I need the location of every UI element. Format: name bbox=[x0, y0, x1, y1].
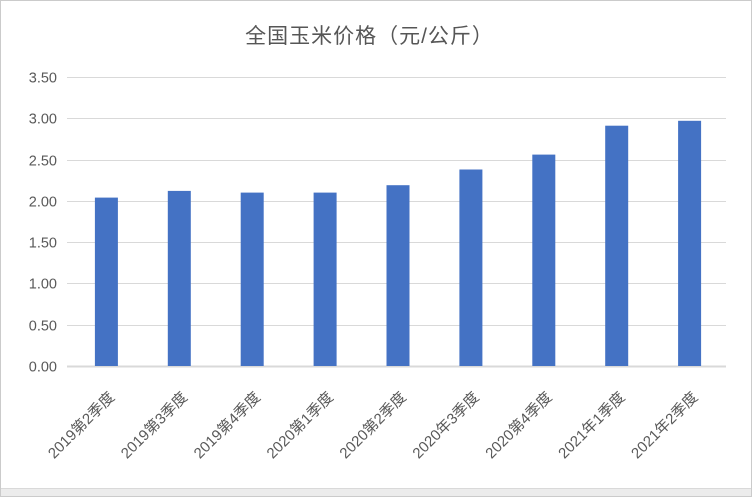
bar bbox=[678, 120, 702, 366]
x-axis-category-label: 2020第1季度 bbox=[263, 388, 337, 462]
x-axis-category-label: 2020第2季度 bbox=[336, 388, 410, 462]
x-axis-category-label: 2021年1季度 bbox=[555, 389, 628, 462]
x-axis-category-label: 2021年2季度 bbox=[628, 389, 701, 462]
y-axis-tick-label: 0.50 bbox=[29, 319, 57, 335]
y-axis-tick-label: 1.00 bbox=[29, 277, 57, 293]
bar bbox=[532, 154, 556, 366]
y-axis-tick-label: 2.00 bbox=[29, 195, 57, 211]
x-axis-category-label: 2020第4季度 bbox=[482, 388, 556, 462]
bar bbox=[313, 192, 337, 366]
page-background-strip bbox=[1, 488, 751, 496]
y-axis-tick-label: 2.50 bbox=[29, 154, 57, 170]
x-axis-category-label: 2019第3季度 bbox=[117, 388, 191, 462]
chart-title: 全国玉米价格（元/公斤） bbox=[245, 25, 494, 48]
y-axis-tick-label: 3.50 bbox=[29, 71, 57, 87]
bar bbox=[167, 190, 191, 366]
x-axis-category-label: 2019第4季度 bbox=[190, 388, 264, 462]
x-axis-category-label: 2019第2季度 bbox=[44, 388, 118, 462]
bar bbox=[386, 185, 410, 366]
y-axis-tick-label: 1.50 bbox=[29, 236, 57, 252]
y-axis-tick-label: 3.00 bbox=[29, 112, 57, 128]
x-axis-category-label: 2020年3季度 bbox=[409, 389, 482, 462]
bar bbox=[459, 169, 483, 366]
y-axis-tick-label: 0.00 bbox=[29, 360, 57, 376]
bar bbox=[94, 197, 118, 366]
bar bbox=[605, 125, 629, 366]
bar bbox=[240, 192, 264, 366]
